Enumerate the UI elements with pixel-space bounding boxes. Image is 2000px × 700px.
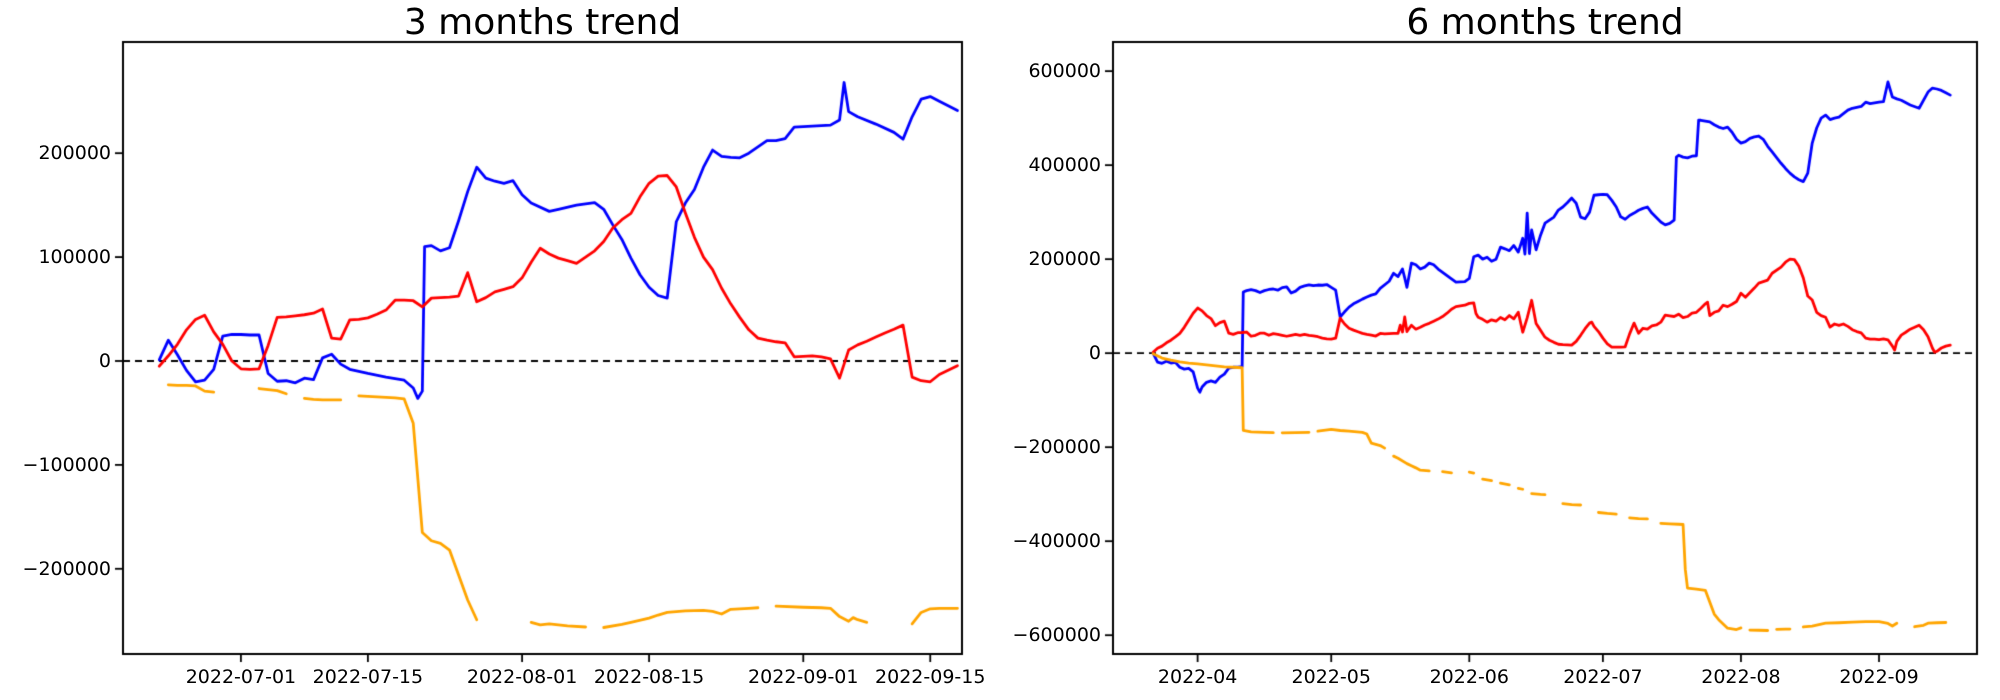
y-tick-label: −100000: [22, 453, 111, 476]
y-tick-label: 100000: [38, 246, 111, 269]
x-tick-label: 2022-08-01: [466, 666, 578, 688]
y-tick-label: 400000: [1028, 154, 1101, 177]
y-tick-label: 0: [1088, 342, 1101, 365]
x-tick-label: 2022-07: [1563, 666, 1643, 688]
y-tick-label: 200000: [38, 142, 111, 165]
x-tick-label: 2022-06: [1429, 666, 1509, 688]
x-tick-label: 2022-08: [1701, 666, 1781, 688]
y-tick-label: 600000: [1028, 60, 1101, 83]
x-tick-label: 2022-08-15: [593, 666, 705, 688]
y-tick-label: −200000: [1012, 436, 1101, 459]
y-tick-label: −600000: [1012, 624, 1101, 647]
y-tick-label: −400000: [1012, 530, 1101, 553]
x-tick-label: 2022-09: [1839, 666, 1919, 688]
x-tick-label: 2022-09-01: [748, 666, 859, 688]
chart-title-6-months-trend: 6 months trend: [1406, 2, 1684, 43]
y-tick-label: 200000: [1028, 248, 1101, 271]
y-tick-label: 0: [98, 349, 111, 372]
x-tick-label: 2022-04: [1157, 666, 1238, 688]
x-tick-label: 2022-07-15: [312, 666, 424, 688]
x-tick-label: 2022-07-01: [185, 666, 297, 688]
chart-title-3-months-trend: 3 months trend: [403, 2, 682, 43]
x-tick-label: 2022-05: [1291, 666, 1371, 688]
y-tick-label: −200000: [22, 557, 111, 580]
x-tick-label: 2022-09-15: [875, 666, 986, 688]
